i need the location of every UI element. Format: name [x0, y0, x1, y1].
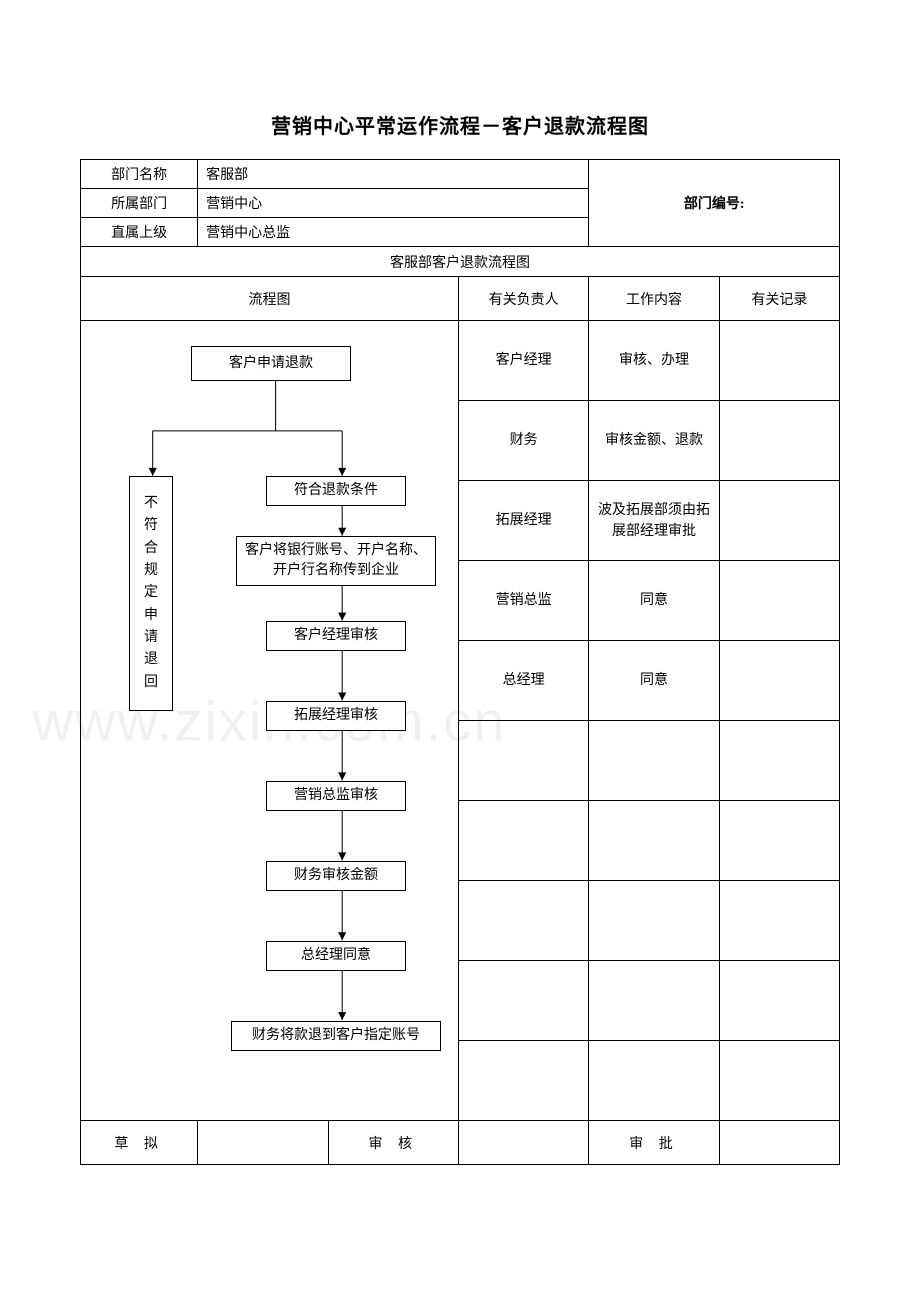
flow-reject-char: 规 [144, 560, 158, 582]
flow-reject-char: 申 [144, 605, 158, 627]
content-8 [589, 961, 719, 1041]
header-row-dept-name: 部门名称 客服部 部门编号: [81, 160, 840, 189]
flow-n7: 总经理同意 [266, 941, 406, 971]
page-title: 营销中心平常运作流程－客户退款流程图 [80, 110, 840, 139]
content-2: 波及拓展部须由拓展部经理审批 [589, 481, 719, 561]
content-6 [589, 801, 719, 881]
resp-5 [458, 721, 588, 801]
flow-n6: 财务审核金额 [266, 861, 406, 891]
footer-review-value [458, 1121, 588, 1165]
superior-value: 营销中心总监 [198, 218, 589, 247]
footer-row: 草 拟 审 核 审 批 [81, 1121, 840, 1165]
footer-draft-label: 草 拟 [81, 1121, 198, 1165]
rec-9 [719, 1041, 839, 1121]
belong-label: 所属部门 [81, 189, 198, 218]
flow-n4: 拓展经理审核 [266, 701, 406, 731]
col-flow: 流程图 [81, 277, 459, 321]
col-responsible: 有关负责人 [458, 277, 588, 321]
content-0: 审核、办理 [589, 321, 719, 401]
resp-8 [458, 961, 588, 1041]
rec-7 [719, 881, 839, 961]
content-4: 同意 [589, 641, 719, 721]
main-table: 部门名称 客服部 部门编号: 所属部门 营销中心 直属上级 营销中心总监 客服部… [80, 159, 840, 1165]
rec-3 [719, 561, 839, 641]
rec-6 [719, 801, 839, 881]
footer-draft-value [198, 1121, 328, 1165]
table-row: www.zixin.com.cn [81, 321, 840, 401]
flow-reject-char: 请 [144, 627, 158, 649]
resp-4: 总经理 [458, 641, 588, 721]
rec-2 [719, 481, 839, 561]
flow-reject: 不 符 合 规 定 申 请 退 回 [129, 476, 173, 711]
flow-reject-char: 不 [144, 493, 158, 515]
rec-8 [719, 961, 839, 1041]
flow-reject-char: 回 [144, 672, 158, 694]
resp-6 [458, 801, 588, 881]
flow-reject-char: 退 [144, 649, 158, 671]
content-5 [589, 721, 719, 801]
resp-7 [458, 881, 588, 961]
col-content: 工作内容 [589, 277, 719, 321]
content-9 [589, 1041, 719, 1121]
superior-label: 直属上级 [81, 218, 198, 247]
flowchart-area: www.zixin.com.cn [81, 321, 459, 1121]
rec-1 [719, 401, 839, 481]
flow-n2: 客户将银行账号、开户名称、开户行名称传到企业 [236, 536, 436, 586]
content-1: 审核金额、退款 [589, 401, 719, 481]
flow-n3: 客户经理审核 [266, 621, 406, 651]
content-3: 同意 [589, 561, 719, 641]
resp-1: 财务 [458, 401, 588, 481]
dept-num-label: 部门编号: [589, 160, 840, 247]
flow-reject-char: 符 [144, 515, 158, 537]
content-7 [589, 881, 719, 961]
dept-name-label: 部门名称 [81, 160, 198, 189]
footer-review-label: 审 核 [328, 1121, 458, 1165]
col-record: 有关记录 [719, 277, 839, 321]
resp-3: 营销总监 [458, 561, 588, 641]
dept-name-value: 客服部 [198, 160, 589, 189]
resp-9 [458, 1041, 588, 1121]
flow-reject-char: 定 [144, 582, 158, 604]
document-page: 营销中心平常运作流程－客户退款流程图 部门名称 客服部 部门编号: 所属部门 营… [0, 0, 920, 1165]
flow-reject-char: 合 [144, 538, 158, 560]
footer-approve-value [719, 1121, 839, 1165]
footer-approve-label: 审 批 [589, 1121, 719, 1165]
flow-start: 客户申请退款 [191, 346, 351, 381]
flow-n1: 符合退款条件 [266, 476, 406, 506]
rec-0 [719, 321, 839, 401]
belong-value: 营销中心 [198, 189, 589, 218]
flow-n5: 营销总监审核 [266, 781, 406, 811]
section-title-row: 客服部客户退款流程图 [81, 247, 840, 277]
rec-5 [719, 721, 839, 801]
flow-n8: 财务将款退到客户指定账号 [231, 1021, 441, 1051]
resp-2: 拓展经理 [458, 481, 588, 561]
section-title: 客服部客户退款流程图 [81, 247, 840, 277]
column-headers: 流程图 有关负责人 工作内容 有关记录 [81, 277, 840, 321]
resp-0: 客户经理 [458, 321, 588, 401]
rec-4 [719, 641, 839, 721]
